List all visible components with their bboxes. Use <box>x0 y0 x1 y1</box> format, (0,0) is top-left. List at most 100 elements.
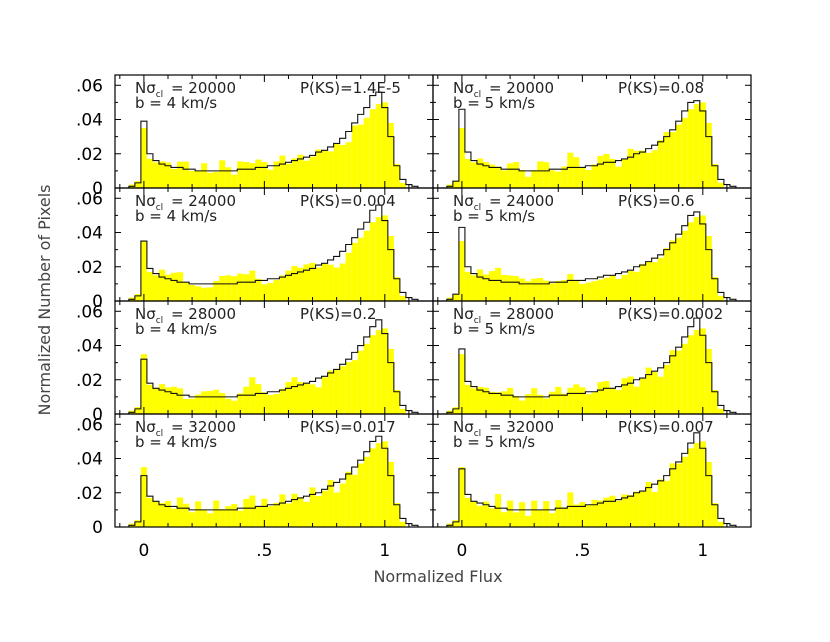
observed-bar <box>309 262 316 301</box>
panel-plot-area <box>116 91 430 188</box>
observed-bar <box>633 386 640 414</box>
observed-bar <box>171 169 178 188</box>
y-tick-label: 0 <box>92 518 103 538</box>
observed-bar <box>452 294 459 301</box>
observed-bar <box>249 270 256 301</box>
model-step-line <box>116 435 430 527</box>
observed-bar <box>609 495 616 527</box>
observed-bar <box>651 492 658 527</box>
observed-bar <box>495 392 502 414</box>
observed-bar <box>519 170 526 188</box>
observed-bar <box>219 160 226 188</box>
observed-bar <box>609 387 616 414</box>
observed-bar <box>705 235 712 301</box>
observed-bar <box>357 237 364 301</box>
observed-bar <box>255 159 262 188</box>
observed-bar <box>627 148 634 188</box>
observed-bar <box>152 501 159 527</box>
observed-bar <box>183 399 190 414</box>
x-axis-label: Normalized Flux <box>373 567 502 586</box>
observed-bar <box>177 388 184 414</box>
observed-bar <box>537 510 544 527</box>
observed-bar <box>549 170 556 188</box>
ncl-label: Nσcl = 32000 <box>453 418 554 439</box>
observed-bar <box>567 492 574 527</box>
observed-bar <box>639 491 646 527</box>
observed-bar <box>543 501 550 527</box>
observed-bar <box>249 495 256 527</box>
observed-bar <box>627 270 634 301</box>
observed-bar <box>231 174 238 188</box>
observed-bar <box>657 376 664 414</box>
y-tick-label: .04 <box>76 337 103 357</box>
observed-bar <box>591 164 598 188</box>
observed-bar <box>393 503 400 527</box>
observed-bar <box>699 215 706 301</box>
observed-bar <box>633 150 640 188</box>
panel-plot-area <box>434 432 748 527</box>
observed-bar <box>351 242 358 301</box>
observed-bar <box>555 171 562 188</box>
panel-plot-area <box>116 319 430 414</box>
observed-bar <box>561 507 568 527</box>
observed-bar <box>255 506 262 527</box>
panel-plot-area <box>434 211 748 301</box>
observed-bar <box>171 508 178 527</box>
pks-label: P(KS)=1.4E-5 <box>300 79 401 97</box>
observed-bar <box>219 276 226 301</box>
observed-bar <box>273 394 280 414</box>
observed-bar <box>693 330 700 414</box>
observed-bar <box>621 494 628 527</box>
observed-bar <box>195 286 202 301</box>
observed-bar <box>591 392 598 414</box>
observed-bar <box>663 132 670 188</box>
observed-bar <box>339 483 346 527</box>
observed-bar <box>681 230 688 301</box>
y-tick-label: .04 <box>76 450 103 470</box>
observed-bar <box>675 350 682 414</box>
observed-bar <box>201 163 208 188</box>
observed-bar <box>543 162 550 188</box>
observed-bar <box>375 330 382 414</box>
observed-bar <box>482 387 490 414</box>
observed-bar <box>357 463 364 527</box>
observed-bar <box>279 155 286 188</box>
observed-bar <box>507 387 514 414</box>
observed-bar <box>231 400 238 414</box>
observed-bar <box>681 456 688 527</box>
observed-bar <box>585 505 592 527</box>
model-step-line <box>434 432 748 527</box>
observed-bar <box>201 287 208 301</box>
observed-bar <box>207 513 214 527</box>
model-step-line <box>116 91 430 188</box>
observed-bar <box>357 124 364 188</box>
observed-bar <box>357 350 364 414</box>
observed-bar <box>621 274 628 301</box>
observed-bar <box>177 161 184 188</box>
observed-bar <box>549 283 556 301</box>
observed-bar <box>489 164 496 188</box>
observed-bar <box>363 117 370 188</box>
observed-bar <box>189 512 196 527</box>
observed-bar <box>573 279 580 301</box>
observed-bar <box>303 383 310 414</box>
observed-bar <box>261 498 268 527</box>
observed-bar <box>531 388 538 414</box>
observed-bar <box>663 248 670 301</box>
observed-bar <box>345 142 352 188</box>
pks-label: P(KS)=0.017 <box>300 418 396 436</box>
observed-bar <box>579 283 586 301</box>
observed-bar <box>555 500 562 527</box>
observed-bar <box>639 264 646 301</box>
observed-bar <box>333 267 340 301</box>
panel-ticks <box>115 75 433 189</box>
pks-label: P(KS)=0.08 <box>618 79 704 97</box>
pks-label: P(KS)=0.004 <box>300 192 396 210</box>
observed-bar <box>177 497 184 527</box>
observed-bar <box>525 394 532 414</box>
observed-bar <box>657 140 664 188</box>
panel-plot-area <box>434 100 748 188</box>
observed-bar <box>711 164 718 188</box>
